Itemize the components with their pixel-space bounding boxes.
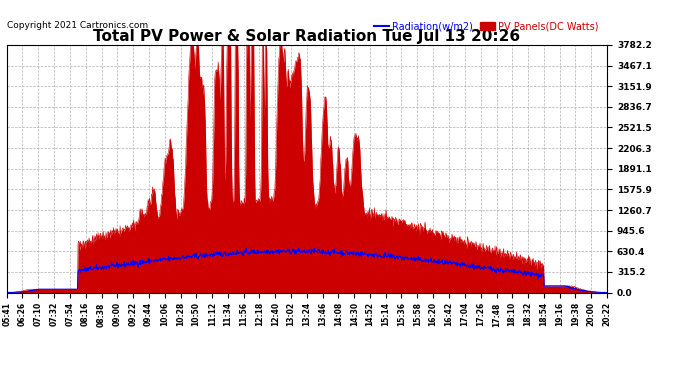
Text: Copyright 2021 Cartronics.com: Copyright 2021 Cartronics.com <box>7 21 148 30</box>
Title: Total PV Power & Solar Radiation Tue Jul 13 20:26: Total PV Power & Solar Radiation Tue Jul… <box>93 29 521 44</box>
Legend: Radiation(w/m2), PV Panels(DC Watts): Radiation(w/m2), PV Panels(DC Watts) <box>371 18 602 36</box>
